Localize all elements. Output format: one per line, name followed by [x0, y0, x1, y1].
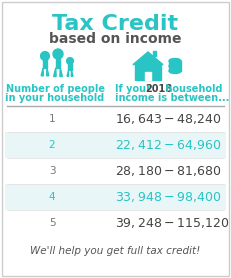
Text: household: household [162, 84, 222, 94]
Text: Tax Credit: Tax Credit [52, 14, 178, 34]
Text: $39,248 - $115,120: $39,248 - $115,120 [115, 216, 229, 230]
Text: based on income: based on income [49, 32, 181, 46]
Polygon shape [41, 68, 43, 76]
Text: $28,180 - $81,680: $28,180 - $81,680 [115, 164, 222, 178]
Polygon shape [60, 68, 62, 76]
Text: 2018: 2018 [145, 84, 172, 94]
Polygon shape [71, 70, 73, 76]
Text: We'll help you get full tax credit!: We'll help you get full tax credit! [30, 246, 200, 256]
Text: If your: If your [115, 84, 154, 94]
Bar [68, 64, 72, 70]
Ellipse shape [169, 58, 181, 63]
Circle shape [53, 49, 63, 59]
Polygon shape [133, 52, 163, 64]
Bar [56, 59, 60, 68]
Circle shape [67, 58, 73, 64]
Text: $16,643 - $48,240: $16,643 - $48,240 [115, 112, 222, 126]
Polygon shape [47, 68, 49, 76]
Bar [169, 61, 181, 66]
Text: 1: 1 [49, 114, 55, 124]
Polygon shape [54, 68, 56, 76]
Text: $22,412 - $64,960: $22,412 - $64,960 [115, 138, 222, 152]
Text: 5: 5 [49, 218, 55, 228]
Polygon shape [67, 70, 69, 76]
Bar [5, 132, 226, 158]
Text: Number of people: Number of people [6, 84, 104, 94]
Ellipse shape [169, 63, 181, 68]
Text: 4: 4 [49, 192, 55, 202]
Text: $33,948 - $98,400: $33,948 - $98,400 [115, 190, 222, 204]
Bar [5, 184, 226, 210]
Bar [43, 60, 47, 68]
Text: in your household: in your household [5, 93, 105, 103]
Circle shape [41, 52, 49, 60]
Bar [145, 72, 151, 80]
Bar [135, 64, 161, 80]
Ellipse shape [169, 68, 181, 73]
Text: 3: 3 [49, 166, 55, 176]
Text: income is between...: income is between... [115, 93, 229, 103]
Text: 2: 2 [49, 140, 55, 150]
Bar [152, 51, 155, 56]
Bar [169, 66, 181, 71]
